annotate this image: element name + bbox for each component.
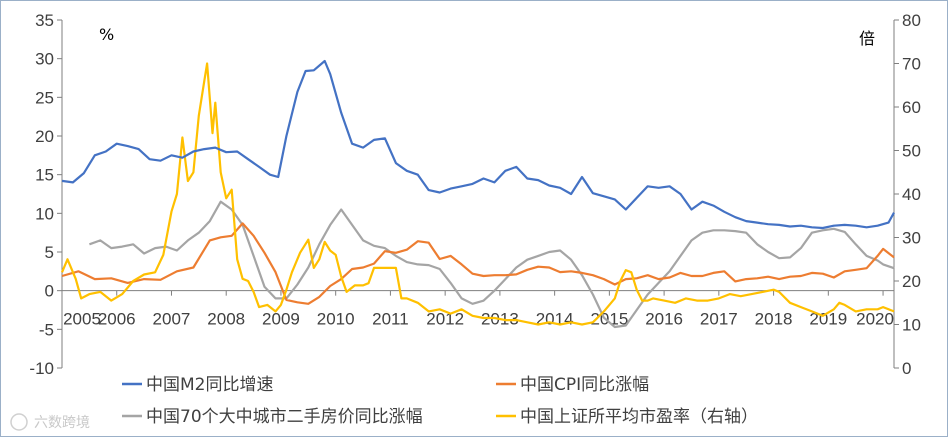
series-line-2 xyxy=(89,200,895,329)
series-line-3 xyxy=(60,62,895,326)
x-tick-label: 2011 xyxy=(372,310,409,329)
x-tick-label: 2010 xyxy=(317,310,355,329)
series-lines xyxy=(60,59,895,329)
left-tick-label: -10 xyxy=(29,359,54,378)
legend-label: 中国CPI同比涨幅 xyxy=(520,375,649,395)
x-tick-label: 2007 xyxy=(153,310,191,329)
x-tick-label: 2009 xyxy=(262,310,300,329)
watermark-text: 六数跨境 xyxy=(34,415,90,431)
right-tick-label: 80 xyxy=(902,11,921,30)
x-tick-label: 2008 xyxy=(207,310,245,329)
x-tick-label: 2012 xyxy=(426,310,464,329)
series-line-0 xyxy=(61,59,895,230)
right-unit-label: 倍 xyxy=(859,29,875,48)
right-tick-label: 20 xyxy=(902,272,921,291)
x-tick-label: 2005 xyxy=(63,310,101,329)
x-tick-label: 2006 xyxy=(98,310,136,329)
left-tick-label: 25 xyxy=(35,88,54,107)
left-tick-label: -5 xyxy=(39,320,54,339)
right-tick-label: 30 xyxy=(902,229,921,248)
right-tick-label: 40 xyxy=(902,185,921,204)
right-tick-label: 60 xyxy=(902,98,921,117)
x-tick-label: 2017 xyxy=(700,310,738,329)
right-tick-label: 50 xyxy=(902,142,921,161)
left-tick-label: 10 xyxy=(35,204,54,223)
left-unit-label: % xyxy=(99,25,114,44)
right-tick-label: 10 xyxy=(902,316,921,335)
right-tick-label: 70 xyxy=(902,55,921,74)
left-tick-label: 20 xyxy=(35,127,54,146)
axes: -10 -5 0 5 10 15 20 25 30 35 0 10 20 30 40 50 60 70 80 2005… xyxy=(29,11,921,378)
left-tick-label: 35 xyxy=(35,11,54,30)
x-tick-label: 2016 xyxy=(645,310,683,329)
watermark-logo-icon xyxy=(10,413,28,431)
left-tick-label: 30 xyxy=(35,50,54,69)
watermark: 六数跨境 xyxy=(10,413,90,431)
legend-label: 中国上证所平均市盈率（右轴） xyxy=(520,407,758,427)
legend-label: 中国M2同比增速 xyxy=(146,375,273,395)
x-tick-label: 2018 xyxy=(755,310,793,329)
x-tick-label: 2020 xyxy=(856,310,894,329)
x-tick-label: 2014 xyxy=(536,310,574,329)
series-line-1 xyxy=(61,222,895,305)
legend-label: 中国70个大中城市二手房价同比涨幅 xyxy=(146,407,423,427)
left-tick-label: 15 xyxy=(35,166,54,185)
right-tick-label: 0 xyxy=(902,359,911,378)
left-tick-label: 0 xyxy=(45,282,54,301)
left-tick-label: 5 xyxy=(45,243,54,262)
